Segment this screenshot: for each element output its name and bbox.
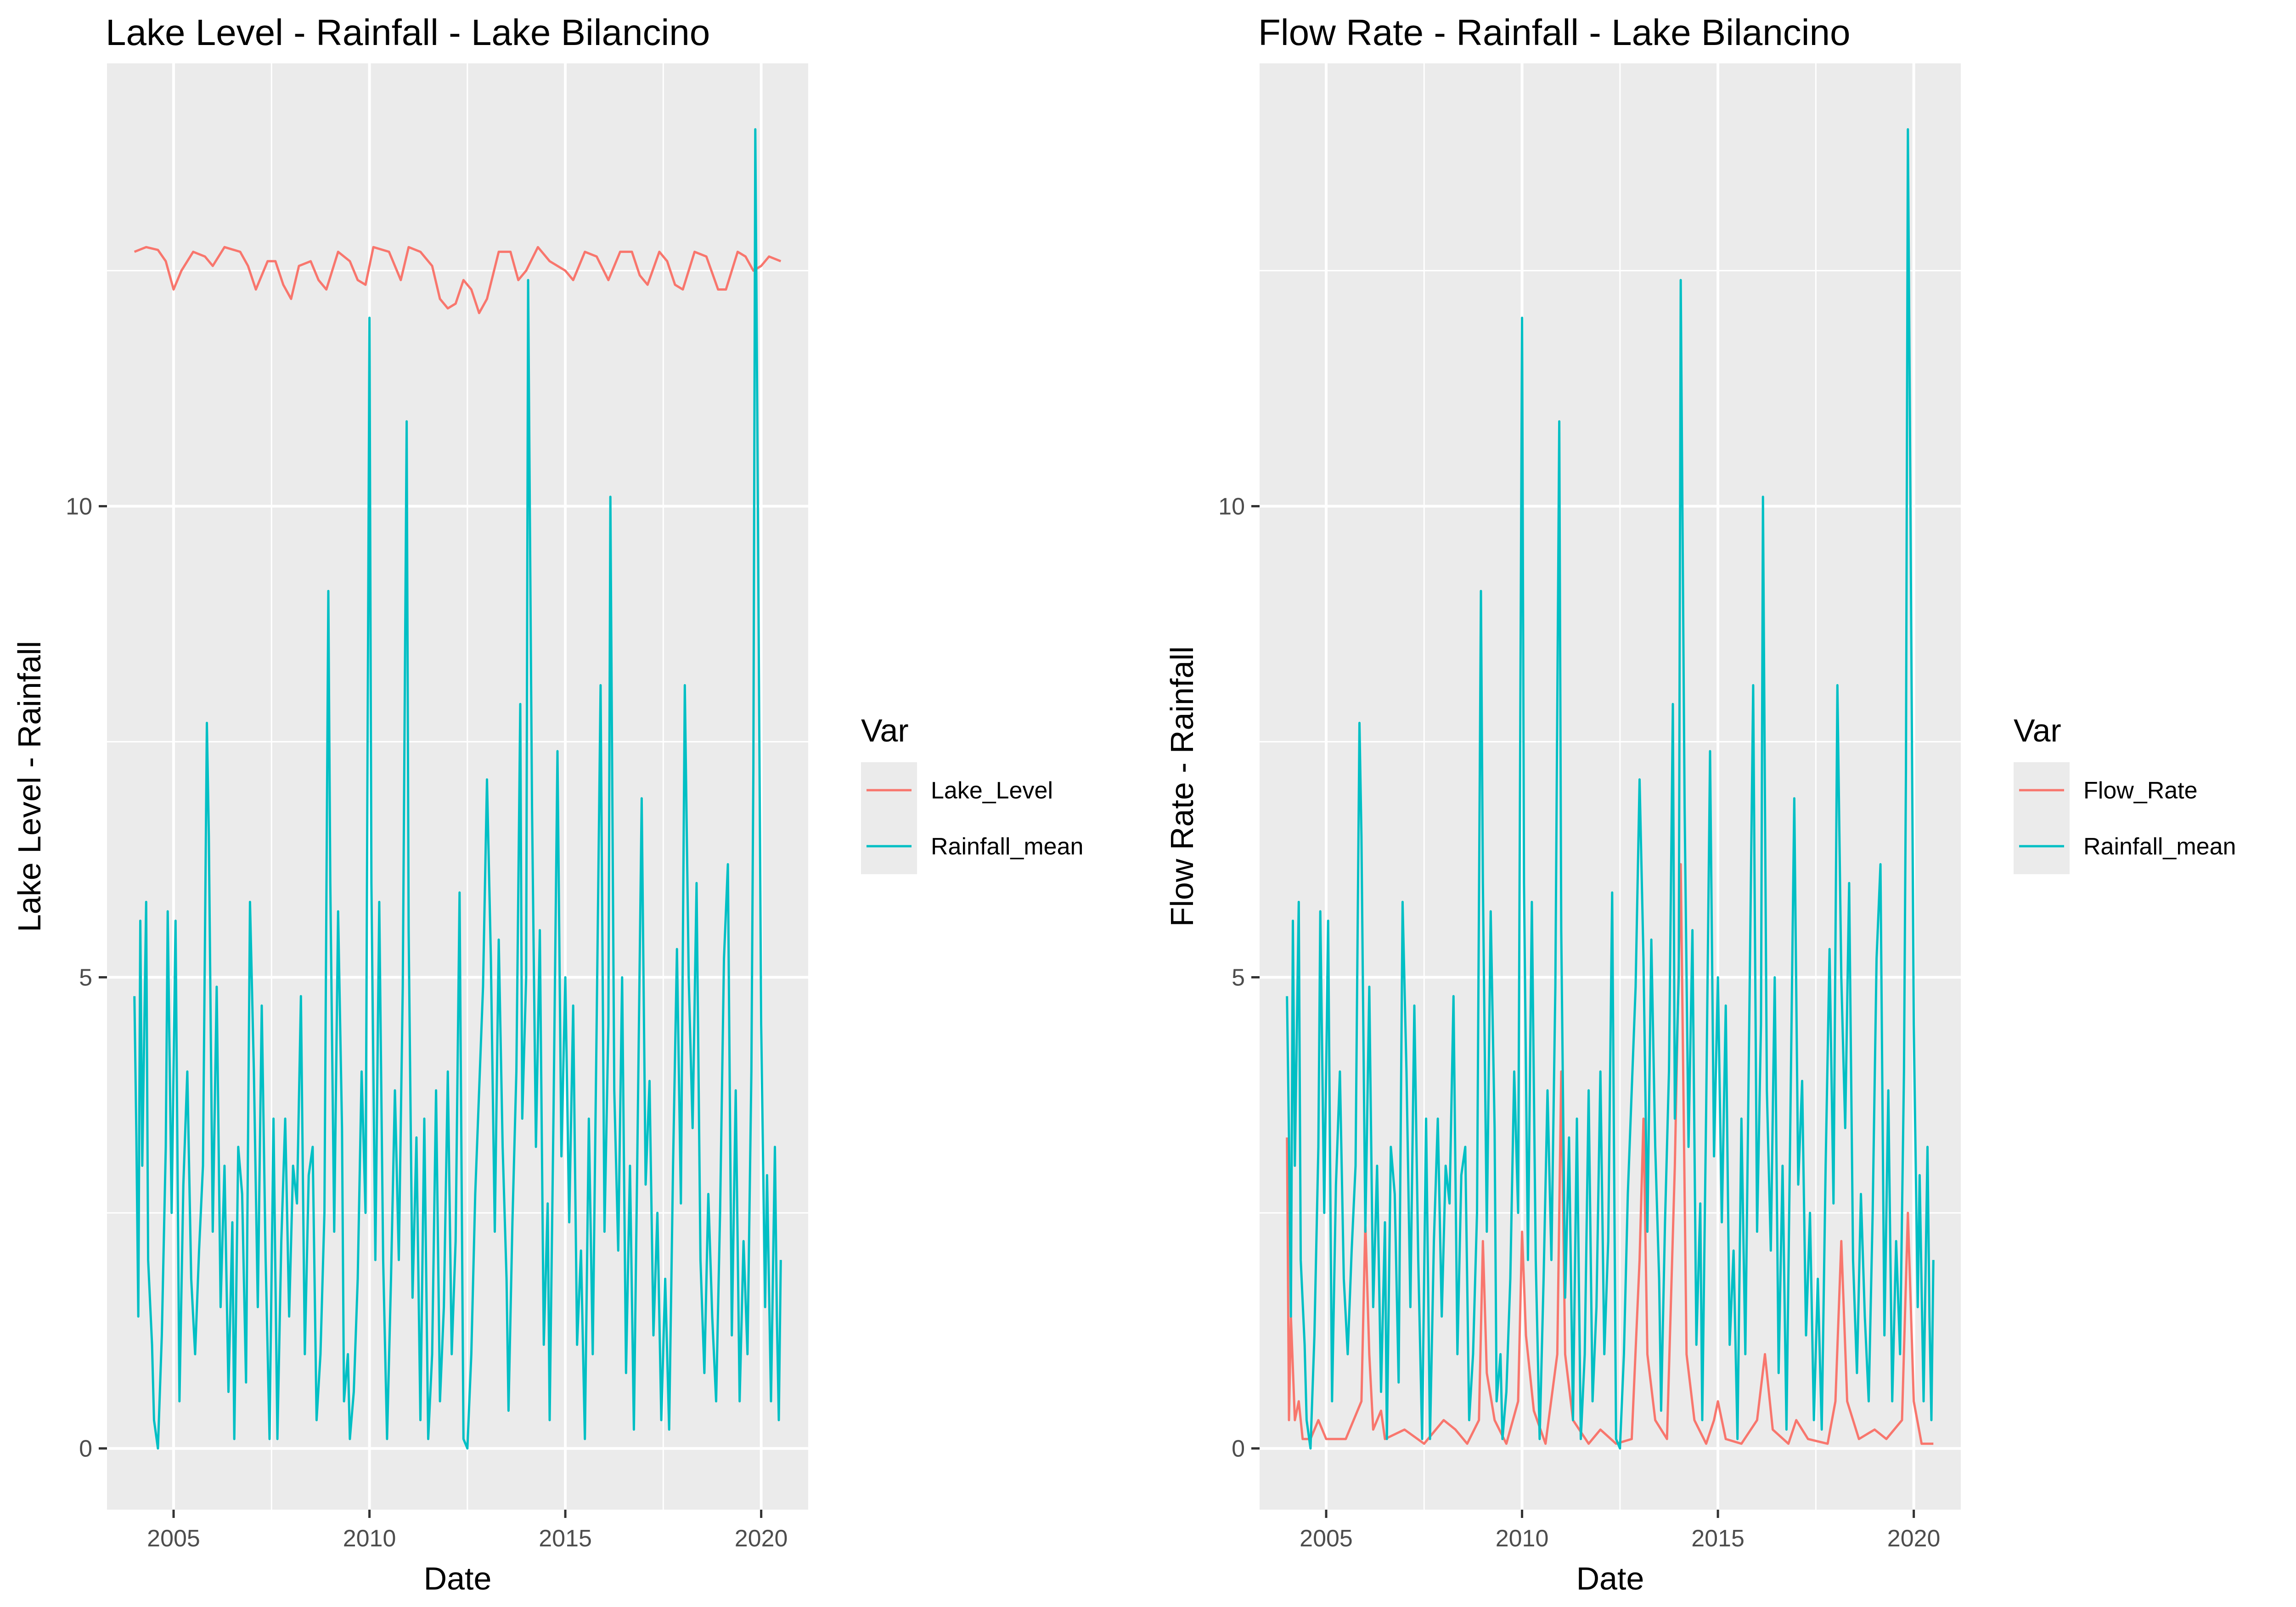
x-tick-label: 2020 [735, 1525, 788, 1552]
y-tick-label: 10 [66, 493, 92, 520]
series-line-flow-rate [1286, 863, 1934, 1445]
y-tick-label: 5 [1232, 965, 1245, 991]
chart-title: Lake Level - Rainfall - Lake Bilancino [106, 12, 710, 53]
legend-label: Rainfall_mean [2083, 833, 2236, 860]
legend: Var Lake_Level Rainfall_mean [861, 713, 1083, 874]
legend-label: Flow_Rate [2083, 777, 2198, 804]
series-line-lake-level [134, 246, 782, 315]
x-tick-label: 2015 [539, 1525, 592, 1552]
y-axis-label: Flow Rate - Rainfall [1164, 646, 1200, 927]
y-tick-label: 0 [79, 1436, 92, 1462]
plot-background [1260, 63, 1961, 1510]
legend-label: Lake_Level [931, 777, 1053, 804]
y-tick-label: 0 [1232, 1436, 1245, 1462]
x-axis-label: Date [1576, 1561, 1644, 1596]
x-axis-label: Date [424, 1561, 492, 1596]
legend: Var Flow_Rate Rainfall_mean [2014, 713, 2236, 874]
y-tick-label: 10 [1218, 493, 1245, 520]
x-tick-label: 2015 [1691, 1525, 1745, 1552]
legend-title: Var [861, 713, 909, 748]
y-axis-label: Lake Level - Rainfall [11, 641, 47, 932]
plot-background [107, 63, 808, 1510]
x-tick-label: 2020 [1887, 1525, 1941, 1552]
x-tick-label: 2010 [1496, 1525, 1549, 1552]
chart-panel-2: 2005 2010 2015 2020 0 5 10 Flow Rate - Rainfall… [1164, 12, 2236, 1596]
legend-label: Rainfall_mean [931, 833, 1083, 860]
legend-title: Var [2014, 713, 2061, 748]
x-tick-label: 2005 [147, 1525, 200, 1552]
chart-panel-1: 2005 2010 2015 2020 0 5 10 Lake Level - Rainfal… [11, 12, 1083, 1596]
y-tick-label: 5 [79, 965, 92, 991]
series-line-rainfall-mean [133, 128, 782, 1450]
x-tick-label: 2010 [343, 1525, 396, 1552]
series-line-rainfall-mean [1286, 128, 1935, 1450]
x-tick-label: 2005 [1300, 1525, 1353, 1552]
chart-title: Flow Rate - Rainfall - Lake Bilancino [1258, 12, 1850, 53]
